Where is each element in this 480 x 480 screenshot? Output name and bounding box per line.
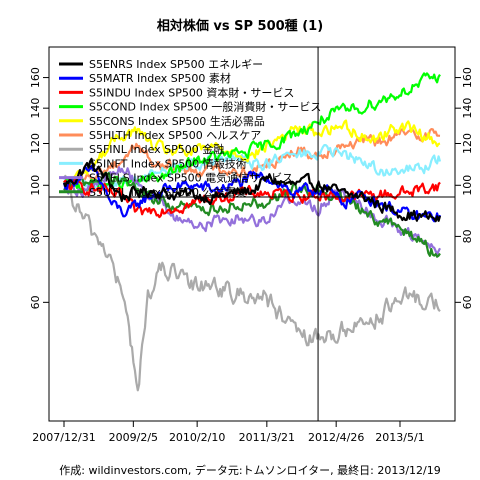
legend-label: S5CONS Index SP500 生活必需品 xyxy=(89,114,265,128)
legend-label: S5UTIL Index SP500 公益事業 xyxy=(89,185,247,199)
legend-label: S5HLTH Index SP500 ヘルスケア xyxy=(89,129,261,142)
legend-label: S5ENRS Index SP500 エネルギー xyxy=(89,58,263,71)
reference-lines xyxy=(49,47,455,421)
legend-label: S5INFT Index SP500 情報技術 xyxy=(89,157,247,170)
y-tick-label-left: 60 xyxy=(29,295,42,309)
series-line-3 xyxy=(63,177,441,219)
chart-caption: 作成: wildinvestors.com, データ元:トムソンロイター, 最終… xyxy=(59,463,440,477)
series-layer xyxy=(62,72,442,392)
series-line-5 xyxy=(63,119,441,185)
y-tick-label-right: 140 xyxy=(461,98,474,119)
series-line-10 xyxy=(63,171,441,258)
series-line-1 xyxy=(63,157,442,223)
y-tick-label-left: 140 xyxy=(29,98,42,119)
y-tick-label-right: 120 xyxy=(461,133,474,154)
x-tick-label: 2012/4/26 xyxy=(308,431,364,444)
axes: 60 60 80 80 100 100 120 120 140 140 160 160 2007/12/… xyxy=(29,67,474,444)
y-tick-label-left: 80 xyxy=(29,229,42,243)
y-tick-label-right: 80 xyxy=(461,229,474,243)
y-tick-label-left: 100 xyxy=(29,175,42,196)
x-tick-label: 2010/2/10 xyxy=(169,431,225,444)
y-tick-label-right: 60 xyxy=(461,295,474,309)
x-tick-label: 2007/12/31 xyxy=(32,431,95,444)
y-tick-label-left: 160 xyxy=(29,67,42,88)
x-tick-label: 2011/3/21 xyxy=(239,431,295,444)
chart-title: 相対株価 vs SP 500種 (1) xyxy=(157,18,323,34)
series-line-2 xyxy=(62,164,442,223)
legend-label: S5TELS Index SP500 電気通信サービス xyxy=(89,171,293,185)
series-line-7 xyxy=(63,174,441,392)
y-tick-label-right: 160 xyxy=(461,67,474,88)
legend-label: S5INDU Index SP500 資本財・サービス xyxy=(89,85,294,99)
x-tick-label: 2009/2/5 xyxy=(109,431,158,444)
legend-label: S5FINL Index SP500 金融 xyxy=(89,142,224,156)
y-tick-label-left: 120 xyxy=(29,133,42,154)
x-tick-label: 2013/5/1 xyxy=(375,431,424,444)
legend-label: S5MATR Index SP500 素材 xyxy=(89,71,231,85)
y-tick-label-right: 100 xyxy=(461,175,474,196)
legend-label: S5COND Index SP500 一般消費財・サービス xyxy=(89,100,321,114)
plot-frame xyxy=(48,46,456,422)
